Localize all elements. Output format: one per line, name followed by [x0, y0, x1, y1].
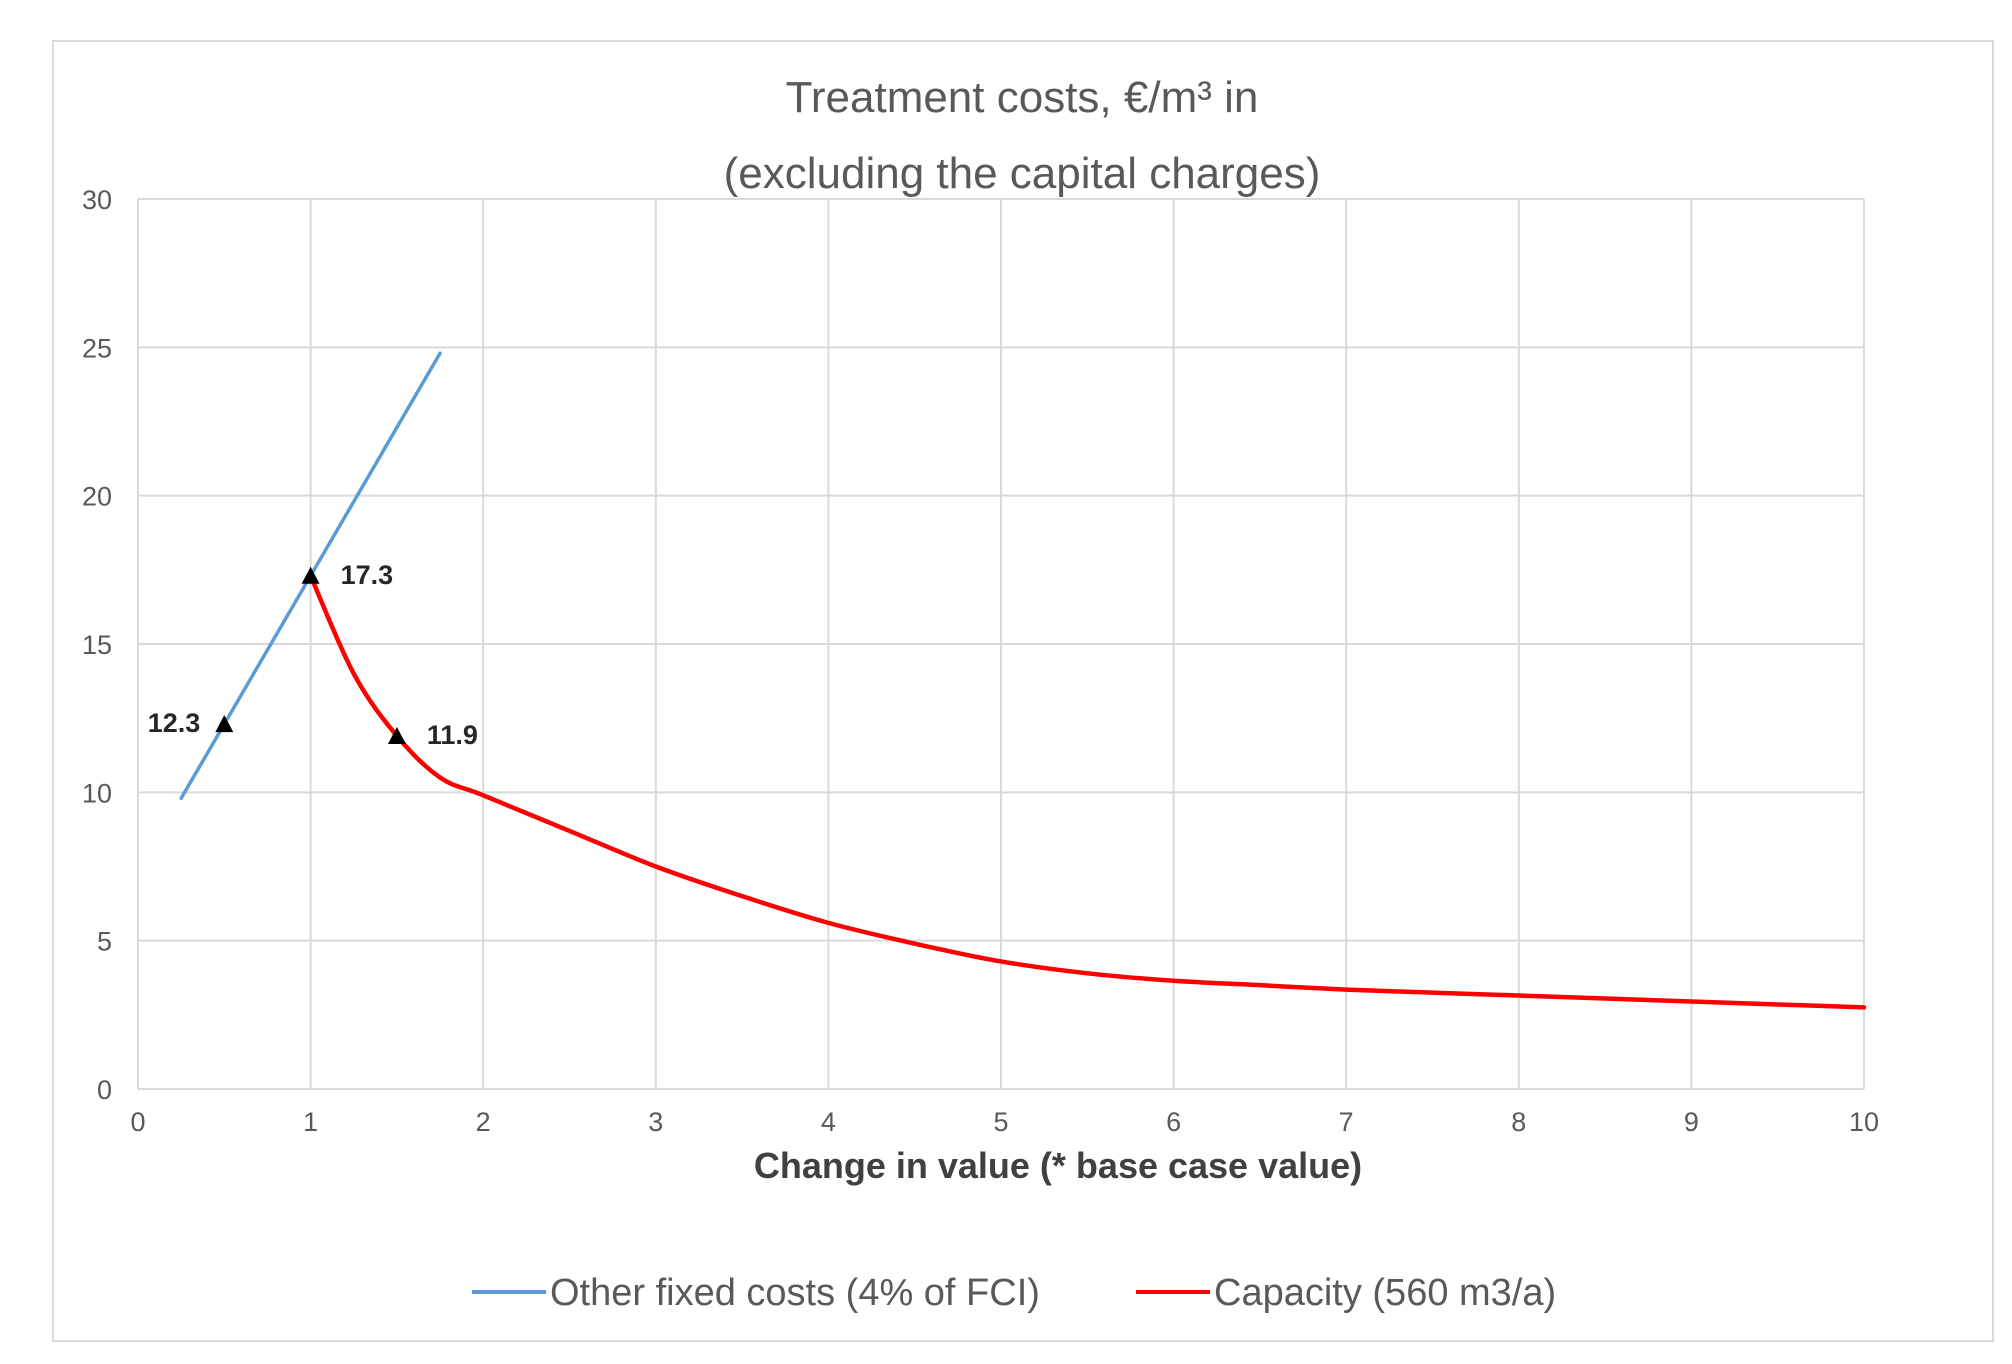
x-tick-label: 1 — [303, 1107, 318, 1137]
y-tick-label: 20 — [82, 482, 112, 512]
annotation-label: 11.9 — [427, 720, 478, 750]
series-lines — [179, 351, 1867, 1010]
grid — [137, 198, 1865, 1090]
x-tick-label: 4 — [821, 1107, 836, 1137]
chart-frame: Treatment costs, €/m³ in (excluding the … — [52, 40, 1994, 1342]
y-tick-label: 5 — [97, 927, 112, 957]
x-tick-label: 7 — [1339, 1107, 1354, 1137]
y-tick-label: 15 — [82, 630, 112, 660]
chart-title-line-1: Treatment costs, €/m³ in — [786, 73, 1259, 122]
annotation-marker — [387, 726, 406, 744]
series-line-other-fixed-costs — [179, 351, 442, 801]
legend-label-other-fixed-costs: Other fixed costs (4% of FCI) — [550, 1272, 1040, 1314]
y-axis-tick-labels: 0 5 10 15 20 25 30 — [82, 185, 112, 1105]
annotation-label: 12.3 — [148, 708, 201, 738]
chart-title-line-2: (excluding the capital charges) — [724, 149, 1321, 198]
x-axis-label: Change in value (* base case value) — [754, 1145, 1362, 1186]
y-tick-label: 25 — [82, 333, 112, 363]
x-axis-tick-labels: 0 1 2 3 4 5 6 7 8 9 10 — [130, 1107, 1879, 1137]
legend: Other fixed costs (4% of FCI) Capacity (… — [472, 1272, 1556, 1314]
y-tick-label: 30 — [82, 185, 112, 215]
legend-label-capacity: Capacity (560 m3/a) — [1214, 1272, 1556, 1314]
x-tick-label: 0 — [130, 1107, 145, 1137]
x-tick-label: 5 — [993, 1107, 1008, 1137]
y-tick-label: 0 — [97, 1075, 112, 1105]
y-tick-label: 10 — [82, 778, 112, 808]
x-tick-label: 8 — [1511, 1107, 1526, 1137]
annotation-marker — [301, 566, 320, 584]
x-tick-label: 6 — [1166, 1107, 1181, 1137]
line-chart: Treatment costs, €/m³ in (excluding the … — [82, 73, 1879, 1314]
series-line-capacity — [308, 573, 1867, 1010]
x-tick-label: 2 — [476, 1107, 491, 1137]
annotation-marker — [215, 715, 234, 733]
x-tick-label: 10 — [1849, 1107, 1879, 1137]
x-tick-label: 9 — [1684, 1107, 1699, 1137]
annotation-label: 17.3 — [341, 560, 394, 590]
x-tick-label: 3 — [648, 1107, 663, 1137]
annotation-markers: 12.3 17.3 11.9 — [148, 560, 478, 750]
